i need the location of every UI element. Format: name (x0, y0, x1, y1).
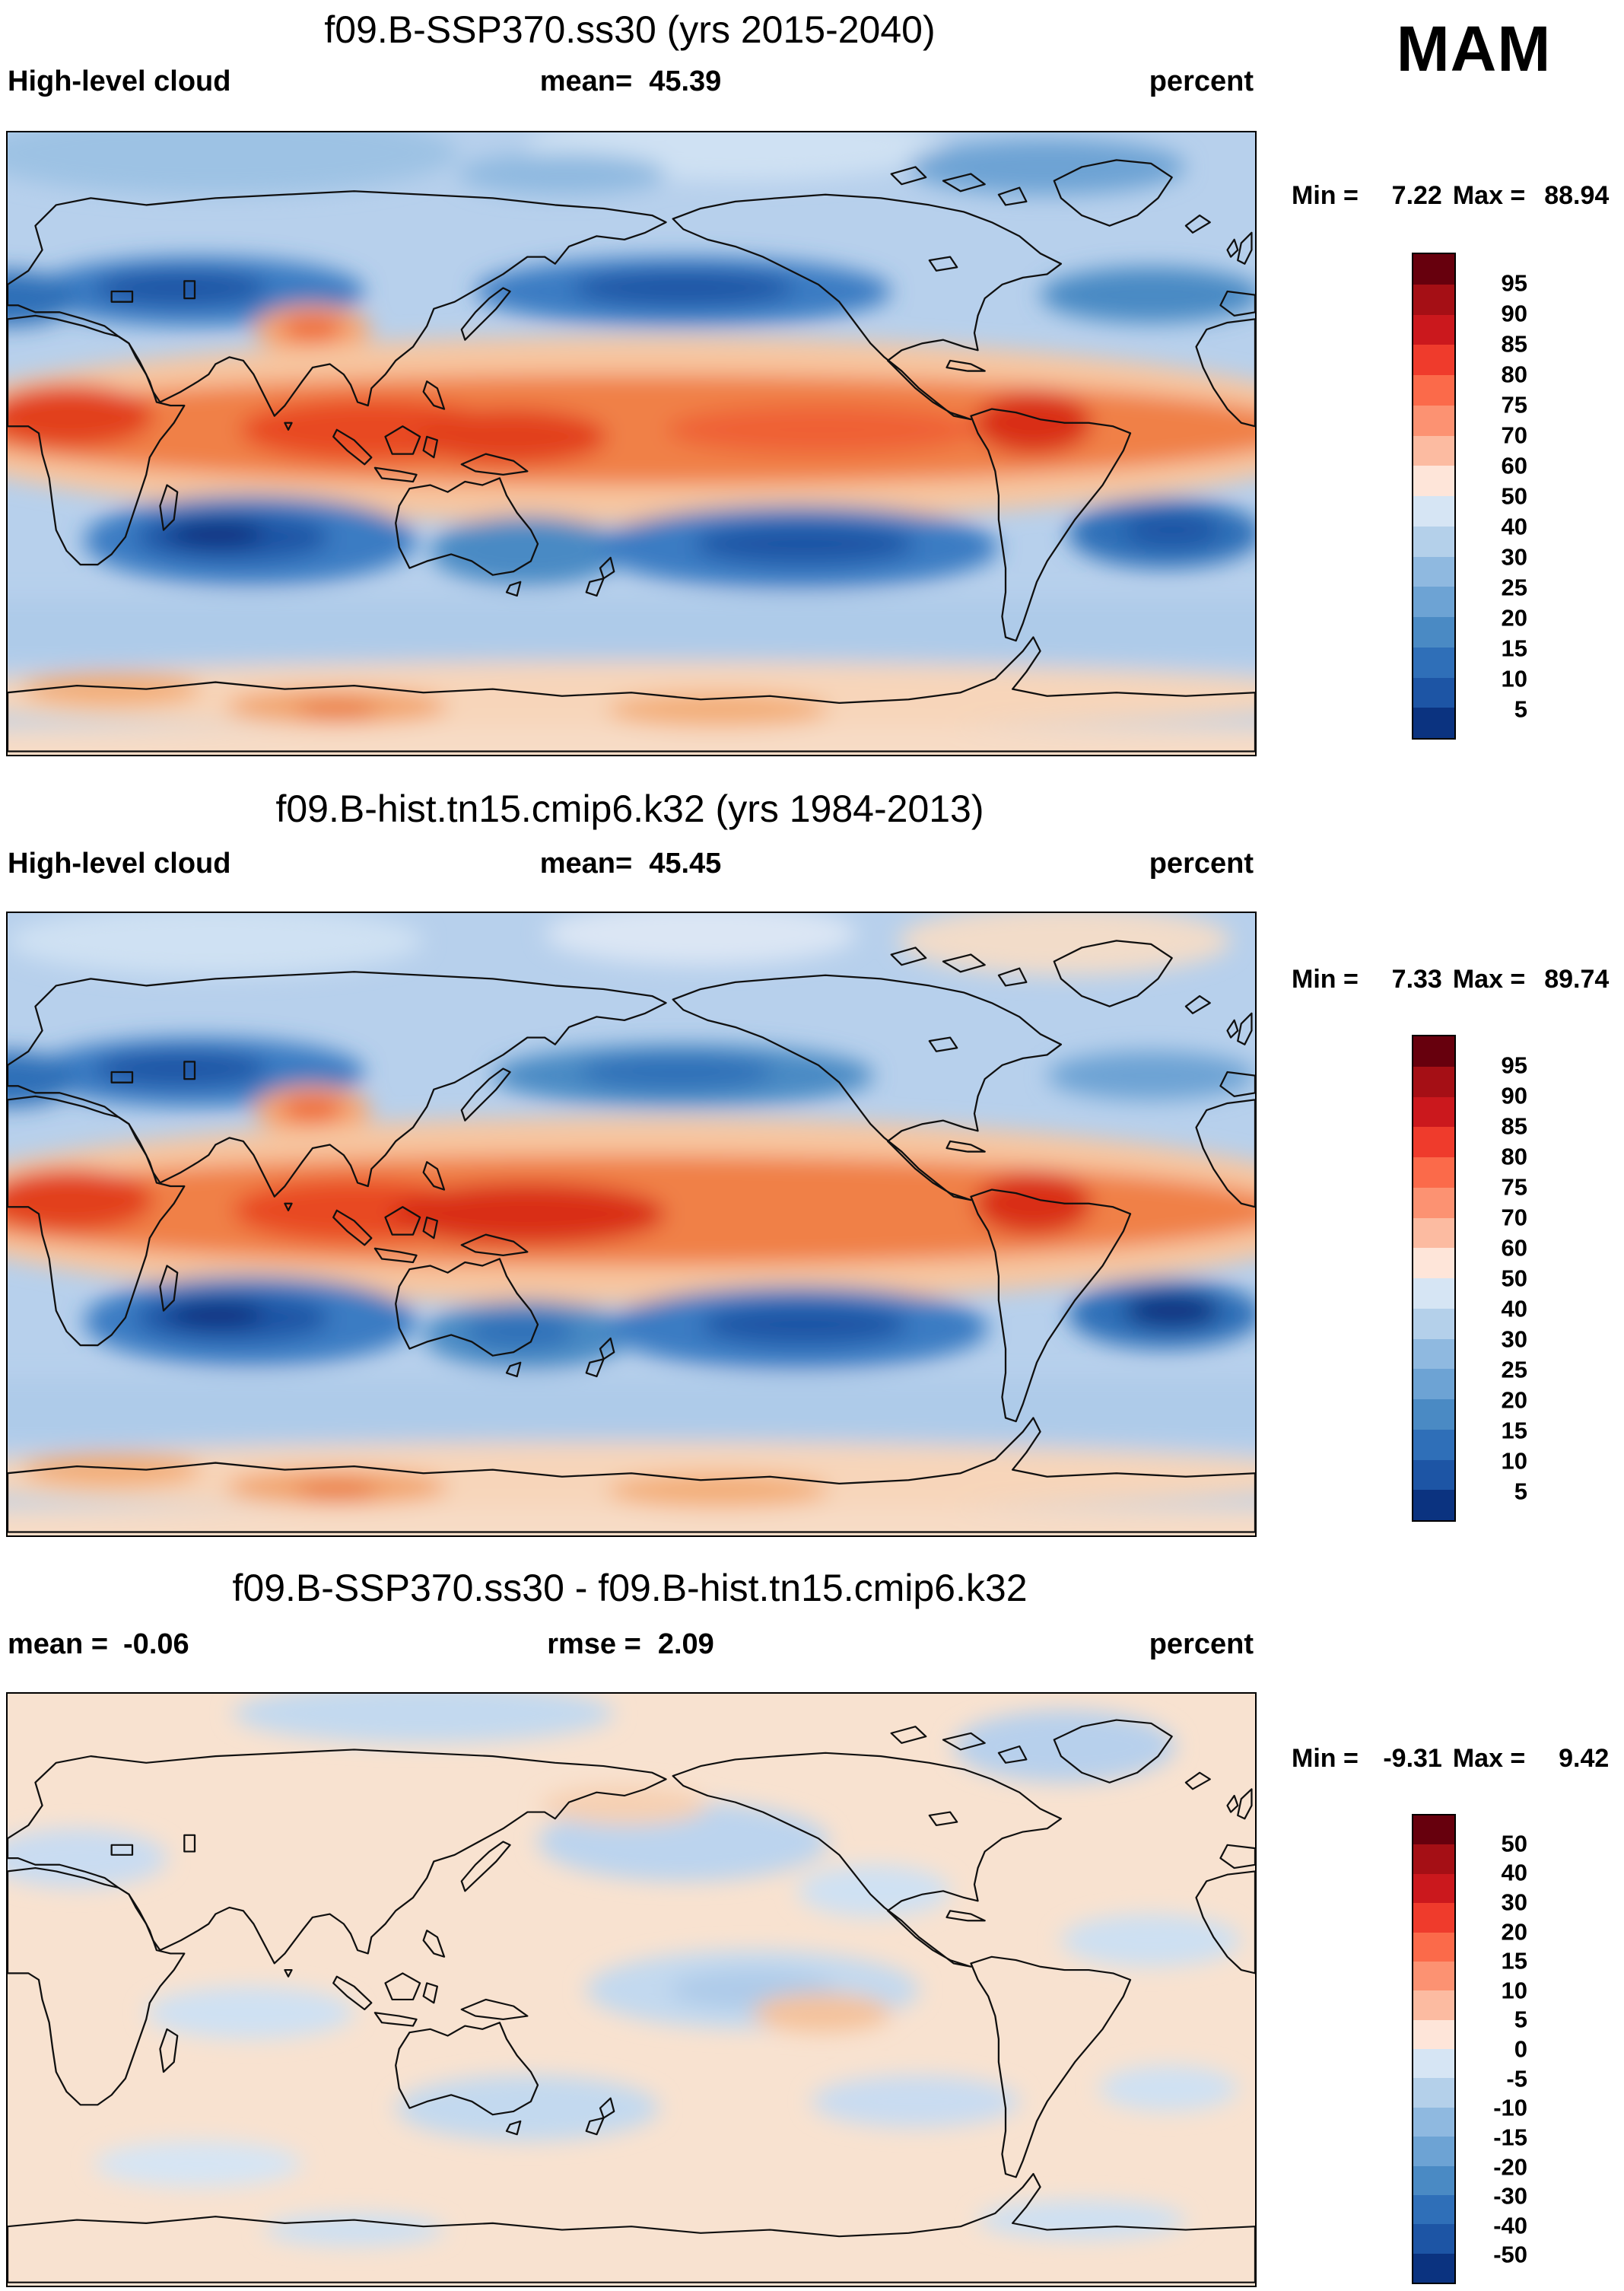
panel1-min-value: 7.22 (1391, 181, 1442, 210)
panel2-units-label: percent (1149, 848, 1254, 880)
panel1-mean-label: mean= (539, 65, 633, 97)
panel1-mean-value: 45.39 (649, 65, 722, 97)
panel3-rmse-value: 2.09 (657, 1628, 714, 1660)
panel2-max-label: Max = (1452, 965, 1526, 994)
panel3-units-label: percent (1149, 1628, 1254, 1660)
panel3-mean-value: -0.06 (123, 1628, 189, 1660)
panel3-title: f09.B-SSP370.ss30 - f09.B-hist.tn15.cmip… (232, 1567, 1028, 1609)
map-panel1 (6, 131, 1257, 756)
coastlines (8, 1719, 1255, 2283)
panel2-stats-row: High-level cloud mean= 45.45 percent (8, 848, 1254, 884)
panel2-min-value: 7.33 (1391, 965, 1442, 994)
panel3-rmse-label: rmse = (547, 1628, 641, 1660)
coastlines (8, 940, 1255, 1533)
panel1-title: f09.B-SSP370.ss30 (yrs 2015-2040) (324, 8, 936, 51)
map-panel2 (6, 912, 1257, 1537)
panel3-stats-row: mean = -0.06 rmse = 2.09 percent (8, 1628, 1254, 1665)
panel2-variable-label: High-level cloud (8, 848, 231, 880)
panel2-min-label: Min = (1292, 965, 1359, 994)
panel3-max-label: Max = (1452, 1744, 1526, 1773)
panel3-max-value: 9.42 (1559, 1744, 1610, 1773)
season-label: MAM (1396, 13, 1552, 84)
panel3-min-label: Min = (1292, 1744, 1359, 1773)
coastlines (8, 159, 1255, 753)
panel1-variable-label: High-level cloud (8, 65, 231, 97)
panel3-mean-label: mean = (8, 1628, 109, 1660)
map-panel3-difference (6, 1692, 1257, 2287)
panel3-minmax-row: Min = -9.31 Max = 9.42 (1292, 1744, 1624, 1774)
panel1-minmax-row: Min = 7.22 Max = 88.94 (1292, 181, 1624, 211)
panel1-units-label: percent (1149, 65, 1254, 97)
panel1-max-label: Max = (1452, 181, 1526, 210)
panel2-max-value: 89.74 (1544, 965, 1610, 994)
panel2-title: f09.B-hist.tn15.cmip6.k32 (yrs 1984-2013… (275, 788, 984, 830)
panel1-stats-row: High-level cloud mean= 45.39 percent (8, 65, 1254, 102)
panel1-min-label: Min = (1292, 181, 1359, 210)
panel3-min-value: -9.31 (1383, 1744, 1442, 1773)
panel2-mean-label: mean= (539, 848, 633, 880)
colorbar-panel3: 50 40 30 20 15 10 5 0 -5 -10 -15 -20 -30 -40 -50 (1412, 1814, 1527, 2284)
panel1-max-value: 88.94 (1544, 181, 1610, 210)
colorbar-panel2: 95 90 85 80 75 70 60 50 40 30 25 20 15 10 5 (1412, 1035, 1527, 1522)
panel2-minmax-row: Min = 7.33 Max = 89.74 (1292, 965, 1624, 994)
colorbar-panel1: 95 90 85 80 75 70 60 50 40 30 25 20 15 10 5 (1412, 253, 1527, 740)
panel2-mean-value: 45.45 (649, 848, 722, 880)
